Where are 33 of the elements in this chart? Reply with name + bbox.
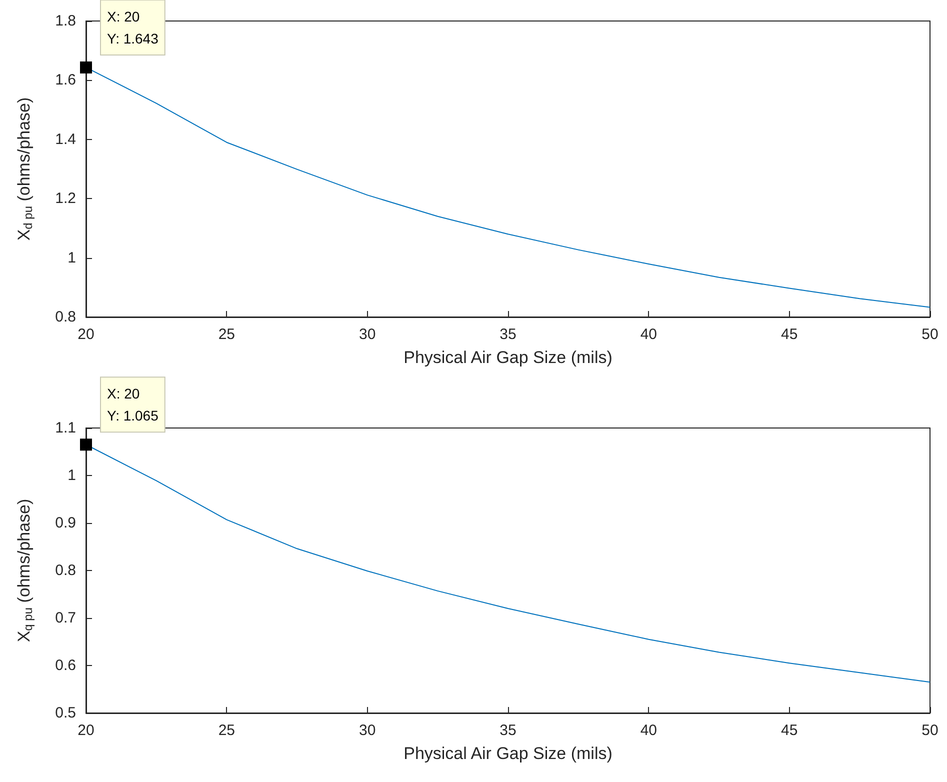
y-tick-label: 1.6: [55, 72, 76, 89]
y-tick-label: 1.1: [55, 420, 76, 436]
y-tick-label: 1: [68, 249, 76, 266]
x-tick-label: 35: [500, 722, 516, 739]
x-axis-title: Physical Air Gap Size (mils): [404, 744, 612, 763]
x-tick-label: 45: [780, 326, 798, 343]
y-tick-label: 0.6: [55, 657, 76, 674]
y-axis-title: Xq pu (ohms/phase): [14, 498, 35, 642]
x-tick-label: 30: [358, 326, 376, 343]
x-tick-label: 50: [922, 722, 938, 739]
annotation: X: 20 Y: 1.643: [107, 8, 159, 46]
y-tick-label: 1: [68, 467, 76, 484]
x-tick-label: 40: [640, 722, 658, 739]
x-tick-label: 25: [218, 326, 236, 343]
y-tick-label: 1.8: [55, 12, 76, 30]
x-axis-title: Physical Air Gap Size (mils): [404, 348, 612, 367]
y-tick-label: 0.5: [55, 704, 76, 722]
x-tick-label: 20: [78, 326, 94, 343]
x-tick-label: 40: [640, 326, 658, 343]
x-tick-label: 30: [358, 722, 376, 739]
y-tick-label: 0.8: [55, 308, 76, 326]
y-axis-title: Xd pu (ohms/phase): [14, 97, 35, 241]
y-tick-label: 1.2: [55, 190, 76, 208]
x-tick-label: 20: [78, 722, 94, 739]
x-tick-label: 25: [218, 722, 236, 739]
x-tick-label: 45: [780, 722, 798, 739]
annotation: X: 20 Y: 1.065: [107, 386, 159, 424]
y-tick-label: 1.4: [55, 130, 76, 148]
x-tick-label: 35: [500, 326, 516, 343]
y-tick-label: 0.7: [55, 610, 76, 626]
x-tick-label: 50: [922, 326, 938, 343]
y-tick-label: 0.9: [55, 514, 76, 532]
y-tick-label: 0.8: [55, 562, 76, 579]
